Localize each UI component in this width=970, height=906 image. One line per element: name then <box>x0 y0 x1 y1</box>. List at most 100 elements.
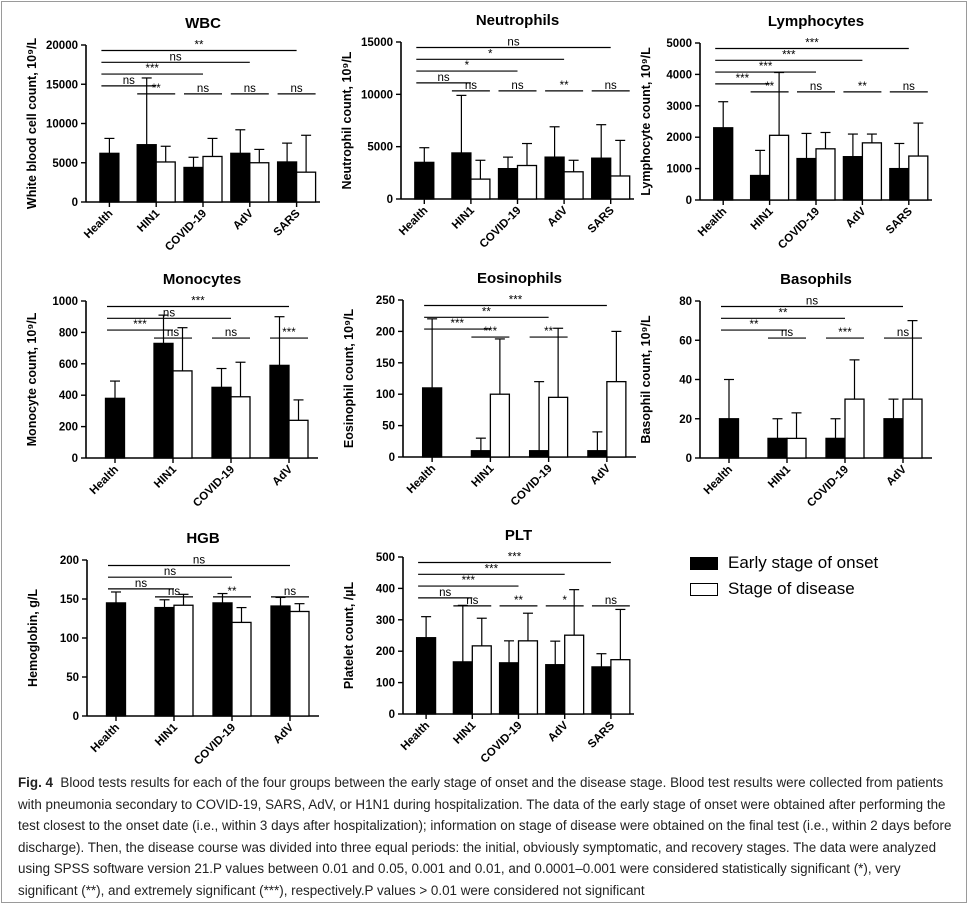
x-tick-label: Health <box>397 205 430 238</box>
chart-title: PLT <box>505 527 532 544</box>
y-tick-label: 40 <box>679 375 692 387</box>
bar-early <box>767 437 788 459</box>
y-tick-label: 600 <box>59 359 78 371</box>
bar-early <box>99 152 120 203</box>
sig-label-group: *** <box>484 326 498 338</box>
bar-disease <box>610 659 631 715</box>
bar-disease <box>230 396 251 459</box>
y-tick-label: 15000 <box>46 79 78 91</box>
caption-label: Fig. 4 <box>18 775 53 790</box>
x-tick-label: HIN1 <box>450 204 477 231</box>
y-axis-label: Monocyte count, 10⁹/L <box>25 312 39 446</box>
bar-early <box>452 661 473 715</box>
y-tick-label: 20 <box>679 414 692 426</box>
sig-label: *** <box>451 318 465 330</box>
bar-early <box>749 174 771 201</box>
chart-title: WBC <box>185 15 221 32</box>
y-tick-label: 300 <box>376 615 395 627</box>
sig-label: *** <box>485 563 499 575</box>
bar-early <box>414 161 435 200</box>
bar-early <box>883 418 904 459</box>
bar-early <box>451 152 472 200</box>
y-tick-label: 0 <box>686 195 692 207</box>
sig-label-group: *** <box>282 327 296 339</box>
y-tick-label: 5000 <box>666 38 692 50</box>
legend-label-disease: Stage of disease <box>728 579 855 598</box>
sig-label: * <box>488 48 493 60</box>
chart-6: HGB 0 50 100 150 200 Hemoglobin, g/L Health HIN1… <box>26 530 319 765</box>
sig-label: ns <box>164 566 176 578</box>
sig-label: *** <box>509 295 523 307</box>
y-tick-label: 80 <box>679 296 692 308</box>
sig-label-group: ns <box>605 80 617 92</box>
sig-label-group: ns <box>810 81 822 93</box>
x-tick-label: SARS <box>272 207 303 238</box>
y-axis-label: Basophil count, 10⁹/L <box>639 315 653 444</box>
bar-early <box>154 606 175 717</box>
x-tick-label: COVID-19 <box>478 205 524 251</box>
y-tick-label: 250 <box>376 295 395 307</box>
chart-7: PLT 0 100 200 300 400 500 Platelet count, /µL He… <box>342 527 634 765</box>
sig-label-group: ns <box>225 327 237 339</box>
bar-disease <box>517 640 539 715</box>
chart-1: Neutrophils 0 5000 10000 15000 Neutrophil cou… <box>340 12 634 251</box>
bar-early <box>269 364 290 459</box>
y-axis-label: Lymphocyte count, 10⁹/L <box>639 47 653 196</box>
sig-label: ns <box>170 51 182 63</box>
legend-swatch-early <box>690 556 718 570</box>
sig-label: *** <box>133 319 147 331</box>
bar-disease <box>173 604 194 717</box>
bar-early <box>470 450 492 458</box>
sig-label-group: *** <box>838 327 852 339</box>
sig-label: ** <box>779 307 788 319</box>
x-tick-label: AdV <box>588 462 613 487</box>
legend-swatch-disease <box>690 582 718 596</box>
y-tick-label: 3000 <box>666 101 692 113</box>
bar-disease <box>564 634 585 715</box>
y-tick-label: 20000 <box>46 40 78 52</box>
y-tick-label: 0 <box>686 453 692 465</box>
x-tick-label: HIN1 <box>451 719 478 746</box>
sig-label-group: ns <box>781 327 793 339</box>
caption-text: Blood tests results for each of the four… <box>18 775 952 898</box>
y-tick-label: 500 <box>376 552 395 564</box>
bar-early <box>497 167 519 200</box>
bar-disease <box>563 171 584 200</box>
sig-label: *** <box>191 296 205 308</box>
legend: Early stage of onset Stage of disease <box>690 550 878 602</box>
bar-disease <box>202 155 223 203</box>
sig-label: *** <box>462 575 476 587</box>
bar-disease <box>470 178 491 200</box>
sig-label-group: ** <box>514 595 523 607</box>
bar-early <box>544 156 565 200</box>
y-tick-label: 0 <box>72 197 78 209</box>
x-tick-label: AdV <box>545 204 570 229</box>
x-tick-label: AdV <box>270 463 295 488</box>
sig-label-group: ns <box>291 83 303 95</box>
bar-early <box>587 450 608 458</box>
y-tick-label: 2000 <box>666 132 692 144</box>
bar-disease <box>844 398 865 459</box>
y-tick-label: 0 <box>387 194 393 206</box>
chart-title: Lymphocytes <box>768 13 864 30</box>
y-tick-label: 1000 <box>666 164 692 176</box>
chart-title: Eosinophils <box>477 270 562 287</box>
sig-label-group: ns <box>466 595 478 607</box>
sig-label-group: ns <box>284 586 296 598</box>
sig-label: ns <box>507 37 519 49</box>
bar-early <box>545 664 566 715</box>
x-tick-label: Health <box>89 722 122 755</box>
bar-early <box>796 157 817 201</box>
x-tick-label: HIN1 <box>153 721 180 748</box>
y-tick-label: 800 <box>59 327 78 339</box>
y-tick-label: 400 <box>376 583 395 595</box>
bar-early <box>591 157 612 200</box>
x-tick-label: Health <box>88 464 121 497</box>
bar-disease <box>902 398 923 459</box>
sig-label-group: ns <box>511 80 523 92</box>
sig-label-group: * <box>562 595 567 607</box>
y-axis-label: Platelet count, /µL <box>342 582 356 690</box>
sig-label-group: ns <box>197 83 209 95</box>
chart-title: HGB <box>186 530 220 547</box>
